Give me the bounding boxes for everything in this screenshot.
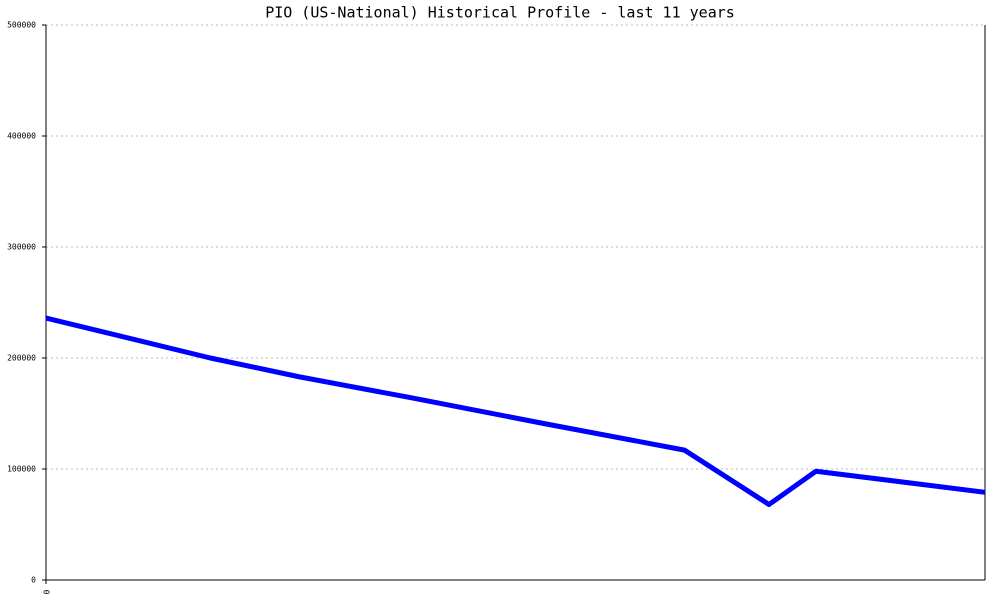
chart-title: PIO (US-National) Historical Profile - l… [265,4,735,22]
y-tick-label: 200000 [7,354,36,363]
y-tick-label: 400000 [7,132,36,141]
y-tick-label: 300000 [7,243,36,252]
y-tick-label: 100000 [7,465,36,474]
y-tick-label: 0 [31,576,36,585]
line [45,315,986,508]
y-tick-label: 500000 [7,21,36,30]
x-tick-label: 0 [42,590,51,595]
